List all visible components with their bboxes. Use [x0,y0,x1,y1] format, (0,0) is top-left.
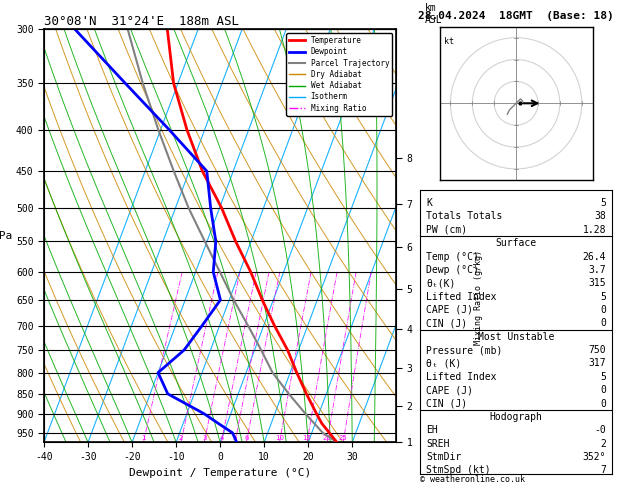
Text: 25: 25 [339,434,348,440]
Text: 5: 5 [233,434,237,440]
Text: 10: 10 [275,434,284,440]
Text: StmDir: StmDir [426,452,461,462]
Text: 0: 0 [601,318,606,329]
Text: StmSpd (kt): StmSpd (kt) [426,465,491,475]
Text: Temp (°C): Temp (°C) [426,252,479,261]
Text: 315: 315 [589,278,606,288]
Text: Most Unstable: Most Unstable [478,332,554,342]
Text: θₜ(K): θₜ(K) [426,278,455,288]
Text: Totals Totals: Totals Totals [426,211,503,222]
Text: 26.4: 26.4 [582,252,606,261]
Text: 15: 15 [303,434,311,440]
Text: Hodograph: Hodograph [489,412,543,422]
Text: 5: 5 [601,198,606,208]
Text: kt: kt [444,37,454,46]
Text: Dewp (°C): Dewp (°C) [426,265,479,275]
Text: 0: 0 [601,399,606,409]
Text: 2: 2 [179,434,183,440]
Text: 317: 317 [589,358,606,368]
Text: CAPE (J): CAPE (J) [426,385,473,395]
Text: 28.04.2024  18GMT  (Base: 18): 28.04.2024 18GMT (Base: 18) [418,11,614,21]
Text: -0: -0 [594,425,606,435]
Text: 1: 1 [142,434,146,440]
Text: Mixing Ratio (g/kg): Mixing Ratio (g/kg) [474,250,483,345]
Text: 38: 38 [594,211,606,222]
Text: 0: 0 [601,305,606,315]
Text: 5: 5 [601,372,606,382]
Text: 30°08'N  31°24'E  188m ASL: 30°08'N 31°24'E 188m ASL [44,15,239,28]
Text: CAPE (J): CAPE (J) [426,305,473,315]
Text: hPa: hPa [0,231,13,241]
Text: Lifted Index: Lifted Index [426,372,496,382]
Text: SREH: SREH [426,438,450,449]
Text: Surface: Surface [496,238,537,248]
X-axis label: Dewpoint / Temperature (°C): Dewpoint / Temperature (°C) [129,468,311,478]
Text: © weatheronline.co.uk: © weatheronline.co.uk [420,474,525,484]
Text: PW (cm): PW (cm) [426,225,467,235]
Text: 3: 3 [202,434,206,440]
Text: km
ASL: km ASL [425,3,442,25]
Text: EH: EH [426,425,438,435]
Text: K: K [426,198,431,208]
Text: 1.28: 1.28 [582,225,606,235]
Text: 2: 2 [601,438,606,449]
Text: 0: 0 [601,385,606,395]
Text: θₜ (K): θₜ (K) [426,358,461,368]
Text: Lifted Index: Lifted Index [426,292,496,302]
Text: 6: 6 [244,434,248,440]
Text: Pressure (mb): Pressure (mb) [426,345,503,355]
Legend: Temperature, Dewpoint, Parcel Trajectory, Dry Adiabat, Wet Adiabat, Isotherm, Mi: Temperature, Dewpoint, Parcel Trajectory… [286,33,392,116]
Text: 4: 4 [219,434,223,440]
Text: 5: 5 [601,292,606,302]
Text: CIN (J): CIN (J) [426,399,467,409]
Text: CIN (J): CIN (J) [426,318,467,329]
Text: 750: 750 [589,345,606,355]
Text: 20: 20 [323,434,331,440]
Text: 3.7: 3.7 [589,265,606,275]
Text: 352°: 352° [582,452,606,462]
Text: 7: 7 [601,465,606,475]
